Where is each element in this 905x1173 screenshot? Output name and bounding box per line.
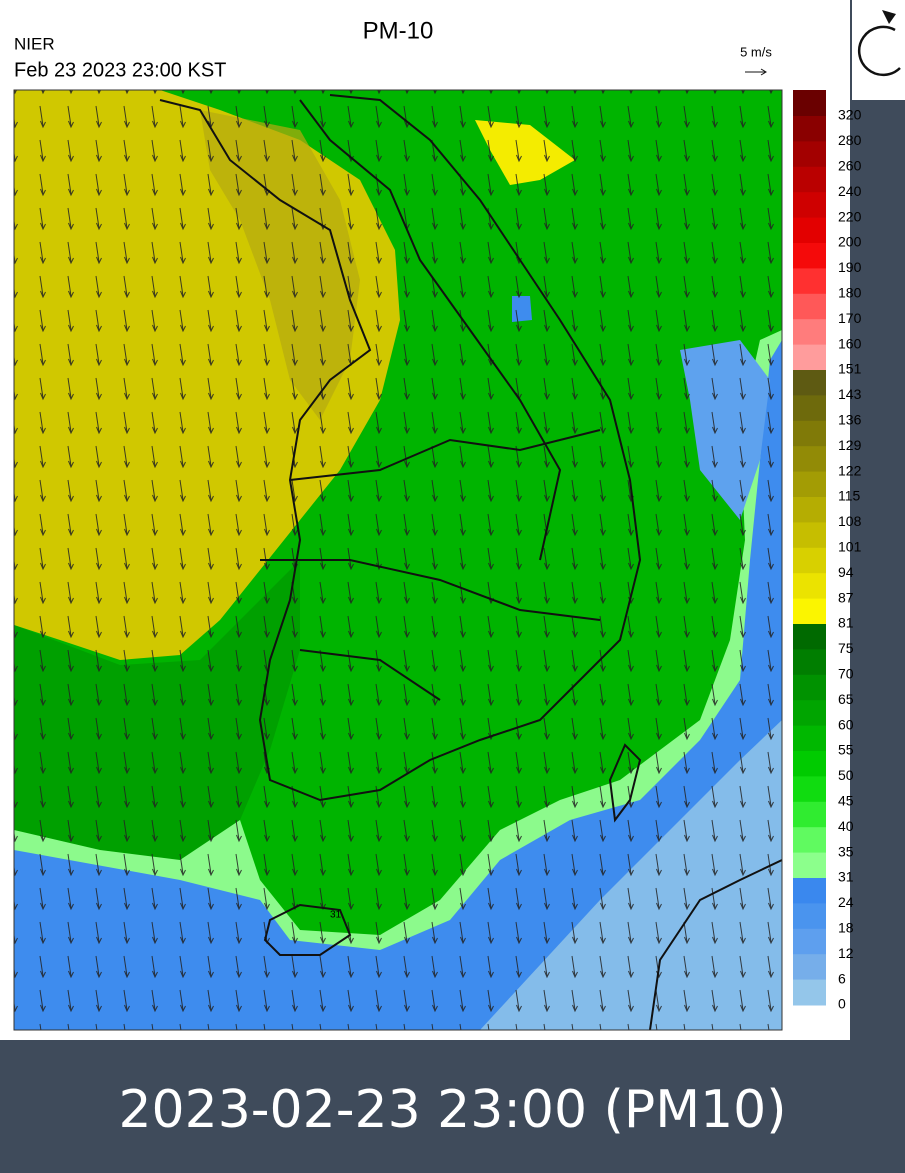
legend-swatch [793, 471, 826, 498]
legend-swatch [793, 141, 826, 168]
legend-swatch [793, 751, 826, 777]
legend-swatch [793, 954, 826, 981]
legend-swatch [793, 547, 826, 574]
contour-label: 31 [330, 910, 342, 921]
legend-label: 65 [838, 691, 854, 707]
legend-label: 12 [838, 945, 854, 961]
legend-label: 35 [838, 843, 854, 859]
legend-swatch [793, 852, 826, 879]
legend-label: 6 [838, 970, 846, 986]
legend-label: 101 [838, 539, 862, 555]
legend-swatch [793, 243, 826, 269]
legend-label: 122 [838, 462, 862, 478]
legend-swatch [793, 446, 826, 473]
legend-swatch [793, 370, 826, 396]
legend-swatch [793, 217, 826, 244]
legend-swatch [793, 420, 826, 447]
legend-label: 108 [838, 513, 862, 529]
legend-label: 94 [838, 564, 854, 580]
legend-swatch [793, 827, 826, 854]
refresh-bg [852, 0, 905, 100]
legend-swatch [793, 598, 826, 625]
legend-label: 170 [838, 310, 862, 326]
legend-label: 115 [838, 488, 861, 504]
legend-label: 55 [838, 742, 854, 758]
wind-scale: 5 m/s [740, 44, 772, 59]
legend-label: 280 [838, 132, 862, 148]
legend-label: 45 [838, 793, 854, 809]
legend-swatch [793, 573, 826, 600]
legend-label: 50 [838, 767, 854, 783]
legend-label: 190 [838, 259, 862, 275]
legend-label: 200 [838, 234, 862, 250]
legend-swatch [793, 166, 826, 193]
legend-swatch [793, 497, 826, 523]
title: PM-10 [363, 17, 434, 44]
legend-label: 87 [838, 589, 854, 605]
legend-swatch [793, 979, 826, 1006]
legend-label: 160 [838, 335, 862, 351]
legend-swatch [793, 90, 826, 117]
legend-swatch [793, 522, 826, 549]
legend-label: 320 [838, 107, 862, 123]
legend-label: 18 [838, 920, 854, 936]
legend-label: 151 [838, 361, 862, 377]
legend-label: 220 [838, 208, 862, 224]
legend: 3202802602402202001901801701601511431361… [793, 90, 862, 1012]
legend-swatch [793, 192, 826, 219]
legend-swatch [793, 700, 826, 727]
caption: 2023-02-23 23:00 (PM10) [118, 1080, 787, 1140]
legend-swatch [793, 928, 826, 955]
legend-label: 240 [838, 183, 862, 199]
wind-scale-arrow [745, 68, 767, 76]
legend-swatch [793, 268, 826, 295]
legend-swatch [793, 293, 826, 320]
legend-swatch [793, 649, 826, 676]
legend-label: 0 [838, 996, 846, 1012]
legend-swatch [793, 624, 826, 650]
legend-label: 31 [838, 869, 854, 885]
legend-swatch [793, 725, 826, 752]
legend-swatch [793, 674, 826, 701]
legend-swatch [793, 319, 826, 346]
legend-label: 60 [838, 716, 854, 732]
legend-label: 81 [838, 615, 854, 631]
legend-label: 180 [838, 285, 862, 301]
legend-swatch [793, 776, 826, 803]
legend-label: 70 [838, 666, 854, 682]
map [14, 90, 782, 1030]
legend-label: 129 [838, 437, 862, 453]
legend-swatch [793, 395, 826, 422]
legend-swatch [793, 903, 826, 930]
legend-label: 143 [838, 386, 862, 402]
legend-label: 24 [838, 894, 854, 910]
legend-label: 40 [838, 818, 854, 834]
timestamp: Feb 23 2023 23:00 KST [14, 59, 226, 81]
legend-swatch [793, 344, 826, 371]
legend-label: 136 [838, 412, 862, 428]
legend-swatch [793, 116, 826, 142]
source: NIER [14, 34, 55, 53]
legend-label: 260 [838, 158, 862, 174]
legend-swatch [793, 878, 826, 904]
map-panel: PM-10 NIER Feb 23 2023 23:00 KST 5 m/s 3… [0, 0, 905, 1040]
refresh-icon[interactable] [857, 10, 901, 77]
legend-swatch [793, 801, 826, 828]
legend-label: 75 [838, 640, 854, 656]
